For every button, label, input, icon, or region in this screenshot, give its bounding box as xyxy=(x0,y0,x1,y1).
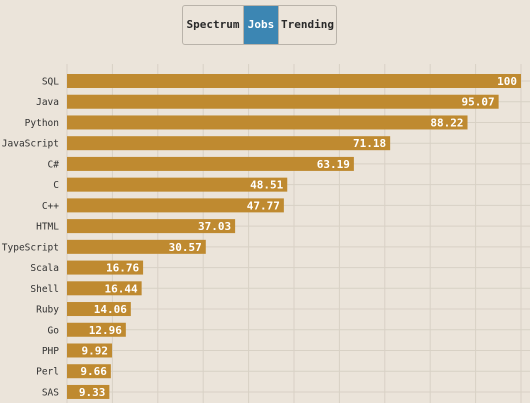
category-label: TypeScript xyxy=(2,242,59,253)
category-label: SAS xyxy=(42,387,59,398)
value-label: 9.92 xyxy=(82,344,109,357)
category-label: Python xyxy=(25,118,59,129)
bar[interactable] xyxy=(67,115,468,130)
bar[interactable] xyxy=(67,260,144,275)
value-label: 14.06 xyxy=(94,303,127,316)
value-label: 12.96 xyxy=(89,324,122,337)
value-label: 47.77 xyxy=(247,199,280,212)
tab-trending[interactable]: Trending xyxy=(278,6,336,44)
value-label: 9.33 xyxy=(79,386,106,399)
grid-lines xyxy=(66,64,530,403)
value-label: 48.51 xyxy=(250,179,283,192)
value-label: 100 xyxy=(497,75,517,88)
bar[interactable] xyxy=(67,239,206,254)
category-label: JavaScript xyxy=(2,139,59,150)
bar[interactable] xyxy=(67,364,111,379)
category-label: Java xyxy=(36,97,59,108)
bar[interactable] xyxy=(67,384,110,399)
value-label: 95.07 xyxy=(461,96,494,109)
category-label: Perl xyxy=(36,367,59,378)
tab-jobs[interactable]: Jobs xyxy=(243,6,278,44)
view-tabs: Spectrum Jobs Trending xyxy=(182,5,337,45)
value-label: 71.18 xyxy=(353,137,386,150)
value-label: 88.22 xyxy=(430,116,463,129)
bars: SQL 100 Java 95.07 Python 88.22 JavaScript 71.1… xyxy=(2,74,521,399)
category-label: Scala xyxy=(30,263,59,274)
value-label: 37.03 xyxy=(198,220,231,233)
category-label: PHP xyxy=(42,346,59,357)
bar[interactable] xyxy=(67,302,131,317)
bar[interactable] xyxy=(67,198,284,213)
bar[interactable] xyxy=(67,322,126,337)
bar[interactable] xyxy=(67,343,113,358)
bar[interactable] xyxy=(67,281,142,296)
category-label: Go xyxy=(48,325,60,336)
category-label: SQL xyxy=(42,77,59,88)
value-label: 16.44 xyxy=(105,282,138,295)
bar[interactable] xyxy=(67,177,288,192)
category-label: C# xyxy=(48,159,60,170)
value-label: 9.66 xyxy=(80,365,107,378)
category-label: C xyxy=(53,180,59,191)
category-label: Ruby xyxy=(36,305,59,316)
category-label: C++ xyxy=(42,201,59,212)
bar[interactable] xyxy=(67,74,521,88)
bar[interactable] xyxy=(67,136,391,151)
value-label: 63.19 xyxy=(317,158,350,171)
category-label: HTML xyxy=(36,222,59,233)
value-label: 30.57 xyxy=(169,241,202,254)
category-label: Shell xyxy=(30,284,59,295)
bar[interactable] xyxy=(67,219,236,234)
bar[interactable] xyxy=(67,156,354,171)
bar[interactable] xyxy=(67,94,499,109)
value-label: 16.76 xyxy=(106,262,139,275)
tab-spectrum[interactable]: Spectrum xyxy=(186,18,240,31)
